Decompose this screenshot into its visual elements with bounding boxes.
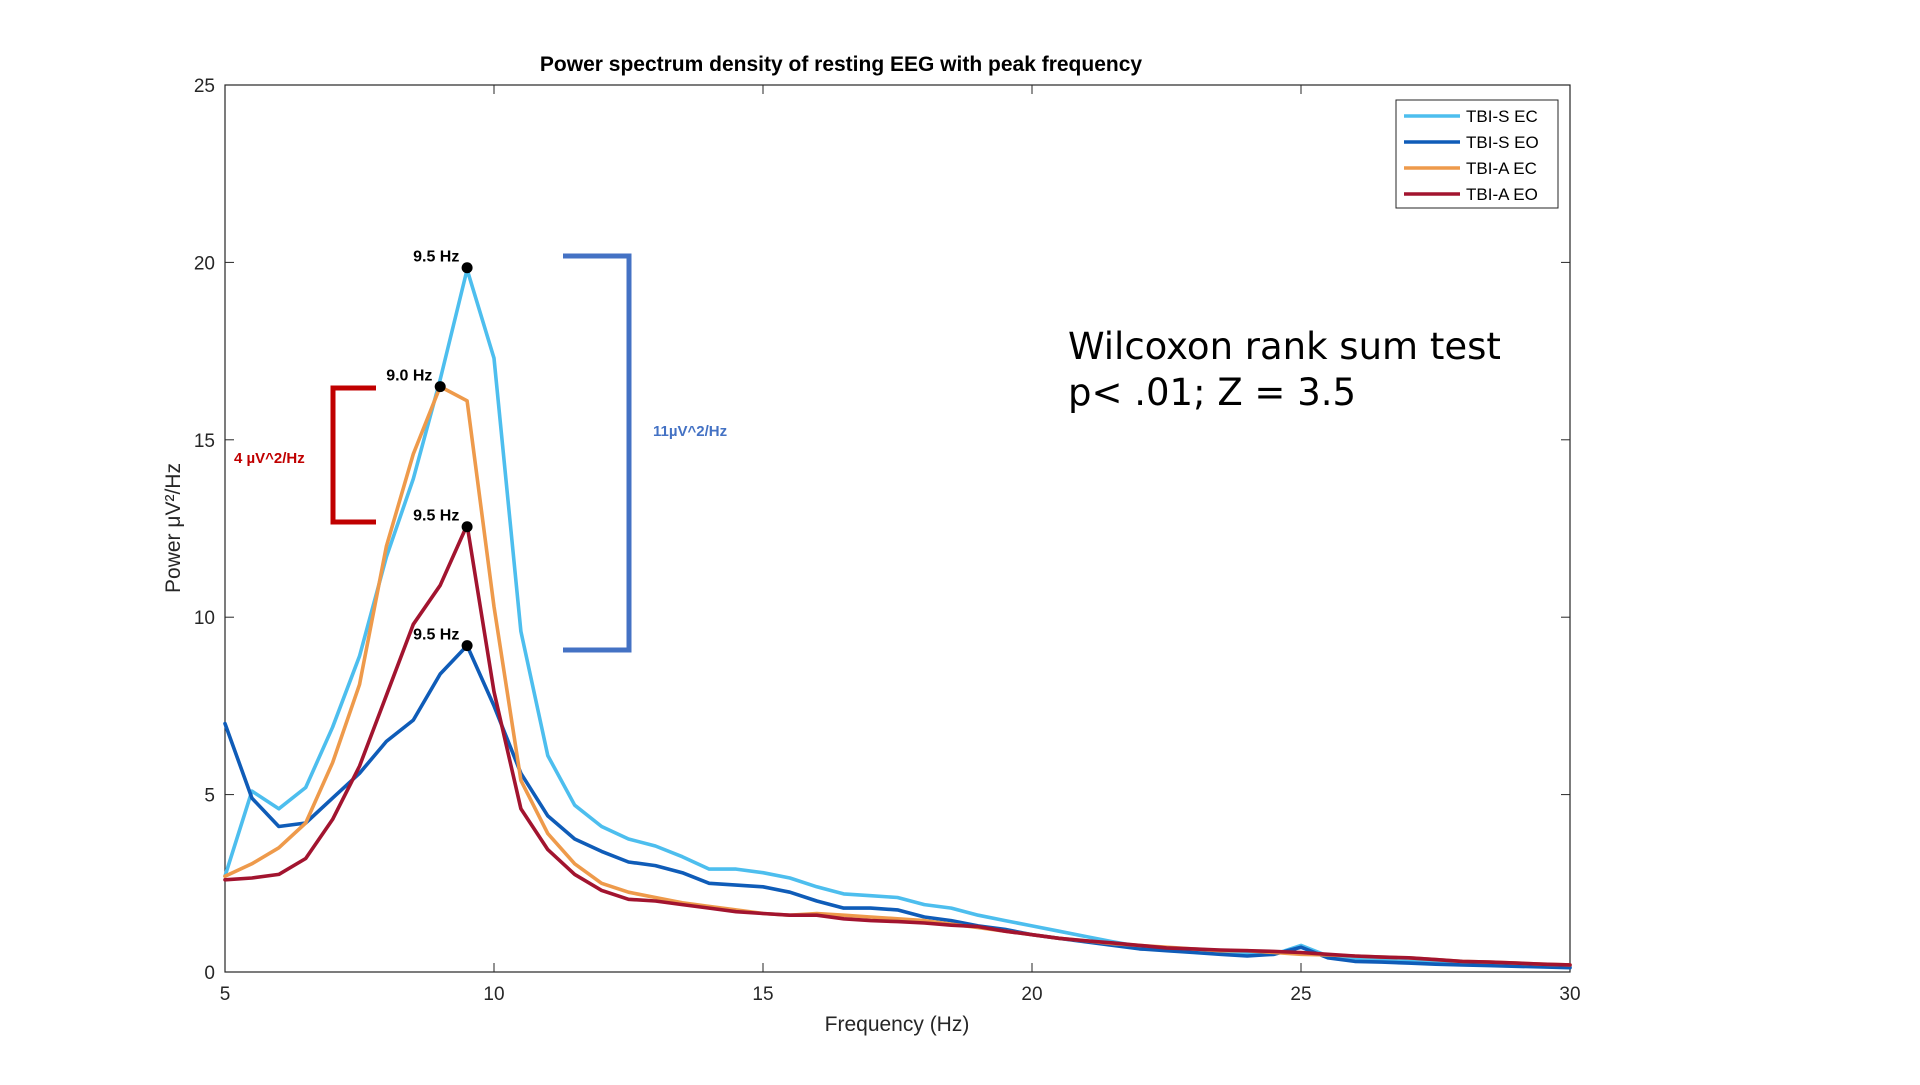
x-tick-label: 25 [1290, 984, 1311, 1005]
y-tick-label: 10 [194, 608, 215, 629]
peak-label: 9.5 Hz [413, 249, 459, 266]
legend-label: TBI-S EC [1466, 107, 1538, 126]
y-tick-label: 25 [194, 76, 215, 97]
chart-title: Power spectrum density of resting EEG wi… [540, 53, 1142, 76]
legend-label: TBI-A EC [1466, 159, 1537, 178]
y-tick-label: 0 [204, 963, 215, 984]
x-tick-label: 20 [1021, 984, 1042, 1005]
x-tick-label: 5 [220, 984, 231, 1005]
bracket-tbi-s-label: 11µV^2/Hz [653, 423, 727, 440]
y-tick-label: 20 [194, 253, 215, 274]
series-line-tbi-s-ec [223, 267, 1572, 969]
legend-label: TBI-A EO [1466, 185, 1538, 204]
plot-area [224, 84, 1571, 973]
peak-marker [461, 262, 473, 274]
peak-label: 9.5 Hz [413, 627, 459, 644]
legend: TBI-S EC TBI-S EO TBI-A EC TBI-A EO [1395, 99, 1559, 209]
x-axis-title: Frequency (Hz) [825, 1013, 970, 1036]
stat-test-name: Wilcoxon rank sum test [1068, 325, 1501, 368]
peak-label: 9.0 Hz [386, 368, 432, 385]
legend-box [1395, 99, 1559, 209]
series-lines [223, 267, 1572, 970]
peak-marker [434, 381, 446, 393]
legend-label: TBI-S EO [1466, 133, 1539, 152]
bracket-tbi-s [563, 253, 632, 653]
peak-marker [461, 521, 473, 533]
y-axis-title: Power μV²/Hz [162, 463, 185, 593]
series-line-tbi-s-eo [223, 643, 1572, 970]
x-tick-label: 15 [752, 984, 773, 1005]
y-tick-label: 15 [194, 431, 215, 452]
peak-label: 9.5 Hz [413, 508, 459, 525]
x-tick-label: 10 [483, 984, 504, 1005]
bracket-tbi-a [330, 385, 376, 525]
peak-markers: 9.5 Hz 9.0 Hz 9.5 Hz 9.5 Hz [386, 249, 473, 652]
y-tick-label: 5 [204, 786, 215, 807]
bracket-tbi-a-label: 4 µV^2/Hz [234, 450, 305, 467]
peak-marker [461, 640, 473, 652]
x-tick-label: 30 [1559, 984, 1580, 1005]
series-line-tbi-a-eo [223, 523, 1572, 967]
stat-test-result: p< .01; Z = 3.5 [1068, 371, 1356, 414]
